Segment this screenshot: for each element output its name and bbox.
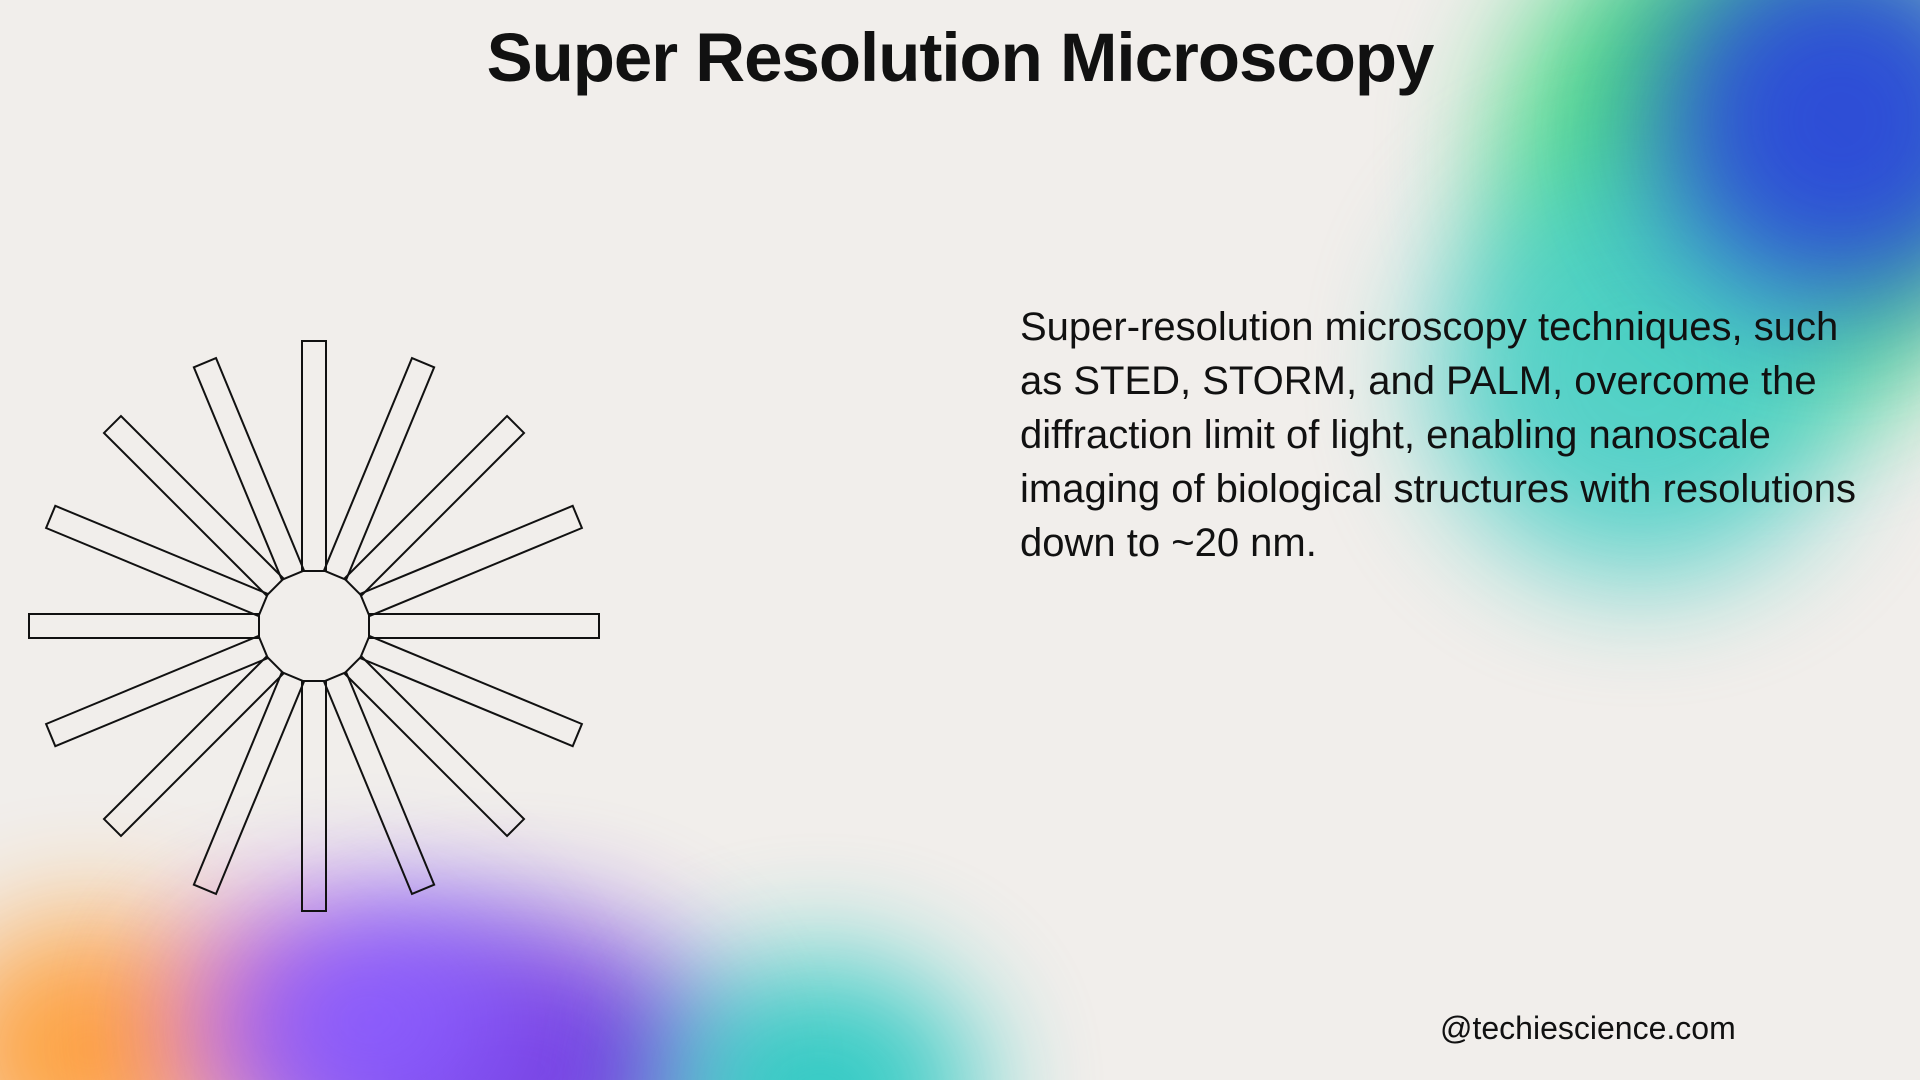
attribution-text: @techiescience.com xyxy=(1440,1010,1736,1047)
page-title: Super Resolution Microscopy xyxy=(0,18,1920,97)
gradient-blob-teal xyxy=(660,960,980,1080)
starburst-icon xyxy=(14,326,614,926)
body-paragraph: Super-resolution microscopy techniques, … xyxy=(1020,300,1860,570)
slide: Super Resolution Microscopy Super-resolu… xyxy=(0,0,1920,1080)
